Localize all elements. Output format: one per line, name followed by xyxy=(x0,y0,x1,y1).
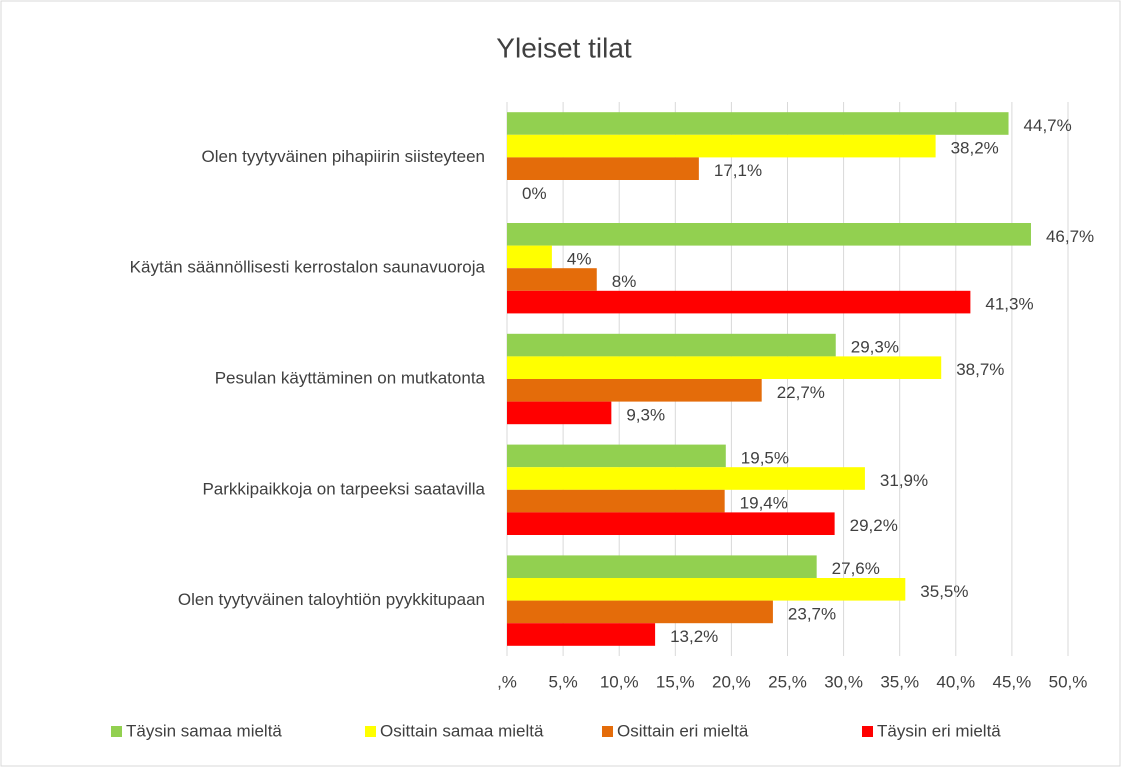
value-label: 29,3% xyxy=(851,338,899,357)
value-label: 22,7% xyxy=(777,383,825,402)
legend-swatch xyxy=(602,726,613,737)
bar xyxy=(507,444,726,468)
x-tick-label: 50,% xyxy=(1049,672,1088,691)
value-label: 29,2% xyxy=(850,516,898,535)
bar xyxy=(507,112,1009,135)
x-tick-label: 45,% xyxy=(993,672,1032,691)
value-label: 31,9% xyxy=(880,471,928,490)
bar xyxy=(507,512,835,535)
value-label: 13,2% xyxy=(670,627,718,646)
x-tick-label: 35,% xyxy=(880,672,919,691)
x-tick-label: 30,% xyxy=(824,672,863,691)
legend-swatch xyxy=(111,726,122,737)
value-label: 35,5% xyxy=(920,582,968,601)
value-label: 19,5% xyxy=(741,448,789,467)
bar xyxy=(507,333,836,357)
bar xyxy=(507,379,762,402)
value-label: 17,1% xyxy=(714,161,762,180)
value-label: 8% xyxy=(612,272,637,291)
value-label: 9,3% xyxy=(626,405,665,424)
bar xyxy=(507,555,817,578)
legend-swatch xyxy=(365,726,376,737)
bar xyxy=(507,245,552,269)
x-tick-label: 15,% xyxy=(656,672,695,691)
legend-label: Osittain eri mieltä xyxy=(617,721,749,740)
y-tick-label: Olen tyytyväinen pihapiirin siisteyteen xyxy=(202,147,485,166)
bar xyxy=(507,578,906,601)
x-tick-label: 25,% xyxy=(768,672,807,691)
y-tick-label: Käytän säännöllisesti kerrostalon saunav… xyxy=(130,258,486,277)
bar xyxy=(507,600,773,624)
y-tick-label: Olen tyytyväinen taloyhtiön pyykkitupaan xyxy=(178,590,485,609)
x-tick-label: ,% xyxy=(497,672,517,691)
x-tick-label: 20,% xyxy=(712,672,751,691)
legend-label: Osittain samaa mieltä xyxy=(380,721,544,740)
bar xyxy=(507,356,942,379)
bar xyxy=(507,157,699,180)
y-tick-label: Parkkipaikkoja on tarpeeksi saatavilla xyxy=(202,479,485,498)
chart-title: Yleiset tilat xyxy=(496,32,632,63)
x-tick-label: 5,% xyxy=(548,672,577,691)
value-label: 38,7% xyxy=(956,360,1004,379)
bar xyxy=(507,268,597,291)
value-label: 44,7% xyxy=(1024,116,1072,135)
value-label: 38,2% xyxy=(951,139,999,158)
bar xyxy=(507,467,865,490)
value-label: 41,3% xyxy=(985,295,1033,314)
value-label: 23,7% xyxy=(788,604,836,623)
legend-label: Täysin eri mieltä xyxy=(877,721,1001,740)
bar xyxy=(507,401,612,425)
y-tick-label: Pesulan käyttäminen on mutkatonta xyxy=(215,368,486,387)
value-label: 0% xyxy=(522,184,547,203)
bar xyxy=(507,623,656,646)
legend-swatch xyxy=(862,726,873,737)
x-tick-label: 40,% xyxy=(936,672,975,691)
legend-label: Täysin samaa mieltä xyxy=(126,721,282,740)
x-tick-label: 10,% xyxy=(600,672,639,691)
bar xyxy=(507,290,971,314)
value-label: 46,7% xyxy=(1046,227,1094,246)
value-label: 19,4% xyxy=(740,494,788,513)
bar xyxy=(507,489,725,513)
value-label: 4% xyxy=(567,249,592,268)
value-label: 27,6% xyxy=(832,559,880,578)
bar xyxy=(507,223,1031,246)
bar xyxy=(507,134,936,158)
